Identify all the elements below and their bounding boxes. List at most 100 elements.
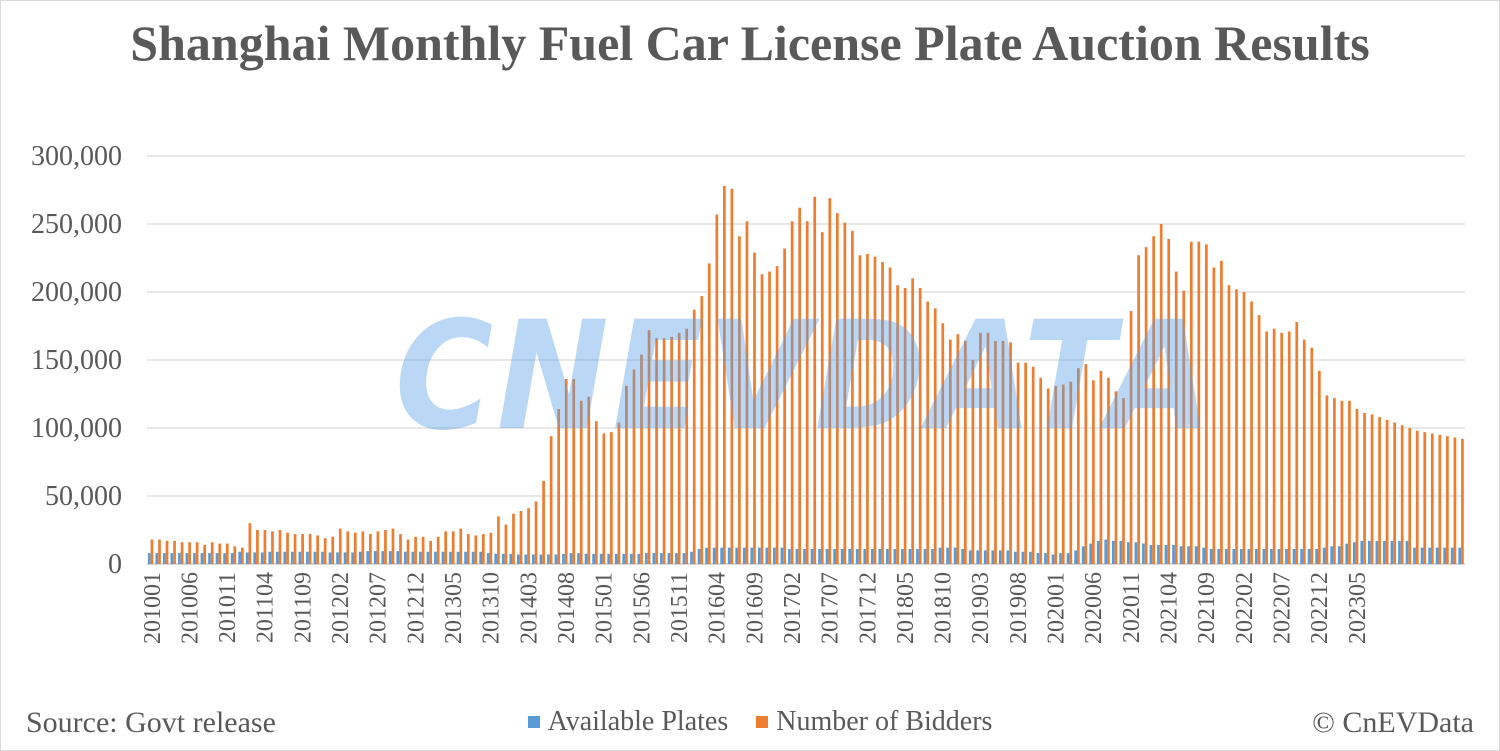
y-tick-label: 50,000 xyxy=(45,481,122,512)
bar-number-of-bidders xyxy=(918,287,922,564)
bar-available-plates xyxy=(1029,551,1032,564)
x-tick-label: 202104 xyxy=(1157,572,1183,644)
x-tick-label: 201908 xyxy=(1006,572,1032,644)
bar-available-plates xyxy=(260,552,264,564)
bar-number-of-bidders xyxy=(444,531,448,564)
bar-available-plates xyxy=(554,554,558,564)
bar-available-plates xyxy=(1262,549,1266,564)
bar-available-plates xyxy=(275,551,279,564)
bar-number-of-bidders xyxy=(519,510,523,564)
bar-available-plates xyxy=(1292,549,1296,564)
bar-available-plates xyxy=(1405,540,1409,564)
bar-available-plates xyxy=(396,551,400,564)
bar-number-of-bidders xyxy=(1446,436,1449,564)
bar-number-of-bidders xyxy=(926,301,930,564)
bar-number-of-bidders xyxy=(647,330,651,564)
legend-item-available-plates: Available Plates xyxy=(527,706,728,738)
bar-available-plates xyxy=(532,554,535,564)
bar-number-of-bidders xyxy=(956,334,960,564)
bar-available-plates xyxy=(1300,549,1303,564)
bar-available-plates xyxy=(773,547,776,564)
bar-number-of-bidders xyxy=(903,287,907,564)
bar-available-plates xyxy=(155,553,159,564)
bar-number-of-bidders xyxy=(1287,331,1291,564)
bar-available-plates xyxy=(644,553,648,564)
bar-number-of-bidders xyxy=(617,422,621,564)
bar-available-plates xyxy=(1232,549,1236,564)
bar-number-of-bidders xyxy=(512,513,515,564)
bar-available-plates xyxy=(1322,547,1326,564)
bar-available-plates xyxy=(1104,539,1108,564)
bar-available-plates xyxy=(818,549,821,564)
bar-number-of-bidders xyxy=(1280,332,1284,564)
bar-available-plates xyxy=(577,553,580,564)
bar-available-plates xyxy=(193,553,196,564)
bar-available-plates xyxy=(614,553,618,564)
x-tick-label: 201511 xyxy=(667,572,693,643)
bar-available-plates xyxy=(162,553,166,564)
bar-number-of-bidders xyxy=(338,528,342,564)
bar-number-of-bidders xyxy=(820,232,824,564)
bar-number-of-bidders xyxy=(263,530,267,564)
bar-number-of-bidders xyxy=(549,436,553,564)
bar-number-of-bidders xyxy=(1250,301,1253,564)
bar-available-plates xyxy=(1375,540,1379,564)
bar-number-of-bidders xyxy=(188,542,191,564)
bar-number-of-bidders xyxy=(587,396,591,564)
bar-number-of-bidders xyxy=(1001,340,1005,564)
bar-available-plates xyxy=(1074,550,1077,564)
bar-available-plates xyxy=(1443,547,1447,564)
bar-available-plates xyxy=(1345,543,1349,564)
bar-number-of-bidders xyxy=(557,408,561,564)
bar-number-of-bidders xyxy=(1114,391,1118,564)
bar-available-plates xyxy=(938,547,942,564)
x-tick-label: 201609 xyxy=(742,572,768,644)
bar-number-of-bidders xyxy=(1212,267,1216,564)
bar-available-plates xyxy=(200,553,204,564)
bar-number-of-bidders xyxy=(1295,321,1299,564)
bar-available-plates xyxy=(652,553,656,564)
bar-number-of-bidders xyxy=(1137,255,1140,564)
bar-number-of-bidders xyxy=(1257,315,1261,564)
bar-number-of-bidders xyxy=(1084,364,1088,564)
bar-number-of-bidders xyxy=(1159,224,1163,564)
bar-number-of-bidders xyxy=(399,534,402,564)
bar-available-plates xyxy=(1014,551,1017,564)
y-tick-label: 300,000 xyxy=(31,141,122,172)
bar-available-plates xyxy=(916,549,919,564)
bar-available-plates xyxy=(660,553,663,564)
bar-number-of-bidders xyxy=(798,207,802,564)
bar-number-of-bidders xyxy=(173,540,176,564)
bar-available-plates xyxy=(863,549,867,564)
bar-available-plates xyxy=(901,549,904,564)
bar-available-plates xyxy=(539,554,543,564)
bar-number-of-bidders xyxy=(873,256,877,564)
bar-number-of-bidders xyxy=(466,534,470,564)
bar-available-plates xyxy=(1270,549,1273,564)
bar-available-plates xyxy=(953,547,957,564)
bar-number-of-bidders xyxy=(1069,381,1073,564)
x-tick-label: 202001 xyxy=(1044,572,1070,644)
bar-number-of-bidders xyxy=(753,252,756,564)
bar-available-plates xyxy=(479,551,482,564)
bar-available-plates xyxy=(855,549,859,564)
bar-available-plates xyxy=(946,547,949,564)
source-note: Source: Govt release xyxy=(26,706,276,739)
bar-available-plates xyxy=(456,551,460,564)
bar-available-plates xyxy=(185,553,189,564)
bar-number-of-bidders xyxy=(1122,398,1125,564)
bar-number-of-bidders xyxy=(1317,370,1321,564)
bar-number-of-bidders xyxy=(218,543,222,564)
bar-number-of-bidders xyxy=(1182,290,1186,564)
bar-available-plates xyxy=(968,550,972,564)
legend-label-number-of-bidders: Number of Bidders xyxy=(776,706,993,737)
bar-number-of-bidders xyxy=(1107,377,1110,564)
x-tick-label: 201006 xyxy=(177,572,203,644)
bar-number-of-bidders xyxy=(1453,437,1457,564)
bar-available-plates xyxy=(1149,544,1153,564)
legend-swatch-available-plates xyxy=(527,716,540,728)
bar-available-plates xyxy=(1435,547,1439,564)
bar-available-plates xyxy=(697,549,701,564)
bar-available-plates xyxy=(223,553,226,564)
bar-number-of-bidders xyxy=(165,540,169,564)
